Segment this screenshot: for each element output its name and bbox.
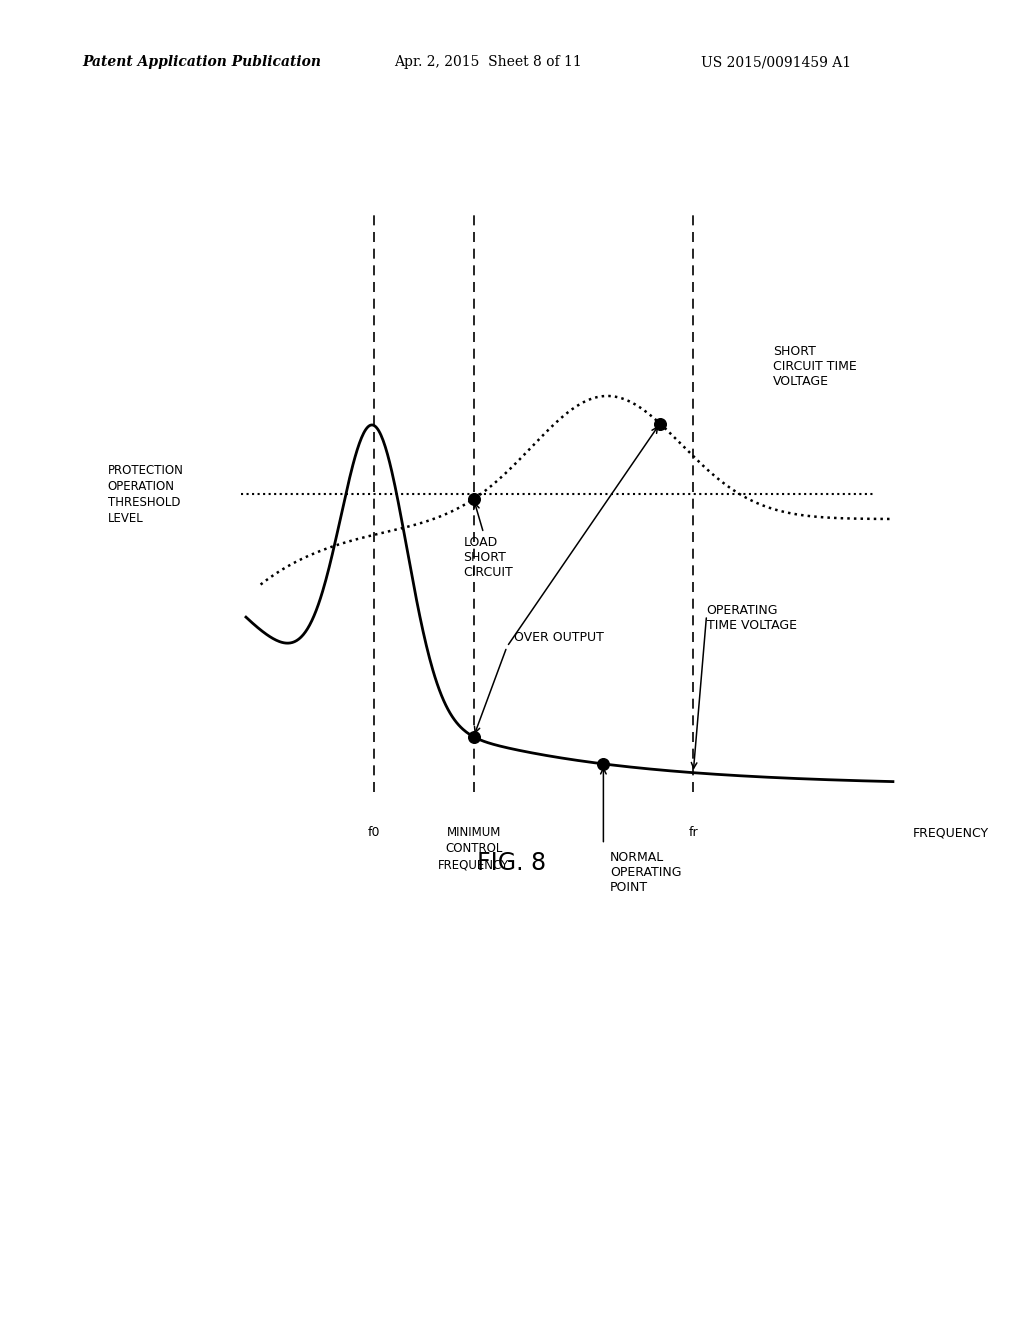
Text: f0: f0 [368, 826, 380, 840]
Point [595, 754, 611, 775]
Point [651, 413, 668, 434]
Text: MINIMUM
CONTROL
FREQUENCY: MINIMUM CONTROL FREQUENCY [438, 826, 509, 871]
Text: OPERATING
TIME VOLTAGE: OPERATING TIME VOLTAGE [707, 605, 797, 632]
Text: OVER OUTPUT: OVER OUTPUT [513, 631, 603, 644]
Point [465, 726, 482, 747]
Text: FREQUENCY: FREQUENCY [913, 826, 989, 840]
Text: US 2015/0091459 A1: US 2015/0091459 A1 [701, 55, 852, 70]
Text: Apr. 2, 2015  Sheet 8 of 11: Apr. 2, 2015 Sheet 8 of 11 [394, 55, 582, 70]
Point [465, 488, 482, 510]
Text: NORMAL
OPERATING
POINT: NORMAL OPERATING POINT [610, 851, 682, 894]
Text: SHORT
CIRCUIT TIME
VOLTAGE: SHORT CIRCUIT TIME VOLTAGE [773, 346, 857, 388]
Text: PROTECTION
OPERATION
THRESHOLD
LEVEL: PROTECTION OPERATION THRESHOLD LEVEL [108, 463, 183, 525]
Text: fr: fr [688, 826, 698, 840]
Text: LOAD
SHORT
CIRCUIT: LOAD SHORT CIRCUIT [464, 536, 513, 579]
Text: Patent Application Publication: Patent Application Publication [82, 55, 321, 70]
Text: FIG. 8: FIG. 8 [477, 851, 547, 875]
